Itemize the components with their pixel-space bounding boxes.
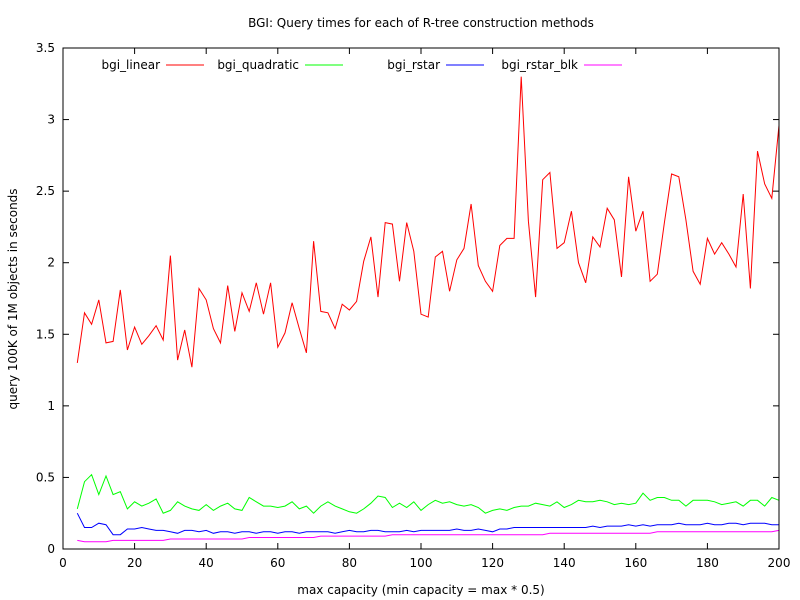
y-axis-label: query 100K of 1M objects in seconds (6, 188, 20, 409)
x-tick-label: 20 (127, 556, 142, 570)
y-tick-label: 1.5 (36, 327, 55, 341)
x-axis-label: max capacity (min capacity = max * 0.5) (297, 583, 544, 597)
legend-label-bgi-quadratic: bgi_quadratic (217, 58, 299, 72)
x-tick-label: 200 (768, 556, 791, 570)
y-tick-label: 2.5 (36, 184, 55, 198)
y-tick-label: 3 (47, 113, 55, 127)
y-tick-label: 2 (47, 256, 55, 270)
y-tick-label: 1 (47, 399, 55, 413)
legend-label-bgi-linear: bgi_linear (101, 58, 160, 72)
x-tick-label: 100 (410, 556, 433, 570)
x-tick-label: 160 (624, 556, 647, 570)
y-tick-label: 3.5 (36, 41, 55, 55)
series-line-bgi-rstar (76, 512, 779, 536)
x-tick-label: 180 (696, 556, 719, 570)
legend-label-bgi-rstar-blk: bgi_rstar_blk (501, 58, 578, 72)
x-tick-label: 60 (270, 556, 285, 570)
series-line-bgi-quadratic (76, 473, 780, 514)
axis-ticks: 0 20 40 60 80 100 120 140 160 180 200 0 0.5 1 1.5 2 2.5 3… (36, 41, 791, 570)
y-tick-label: 0.5 (36, 470, 55, 484)
legend: bgi_linear bgi_quadratic bgi_rstar bgi_rsta… (101, 58, 622, 72)
plot-frame (62, 47, 780, 550)
x-tick-label: 80 (342, 556, 357, 570)
series-line-bgi-rstar-blk (77, 529, 780, 543)
y-tick-label: 0 (47, 542, 55, 556)
x-tick-label: 140 (553, 556, 576, 570)
series-lines (76, 76, 780, 543)
series-line-bgi-linear (76, 76, 780, 368)
legend-label-bgi-rstar: bgi_rstar (387, 58, 440, 72)
x-tick-label: 120 (481, 556, 504, 570)
x-tick-label: 0 (59, 556, 67, 570)
chart-title: BGI: Query times for each of R-tree cons… (248, 16, 594, 30)
x-tick-label: 40 (199, 556, 214, 570)
